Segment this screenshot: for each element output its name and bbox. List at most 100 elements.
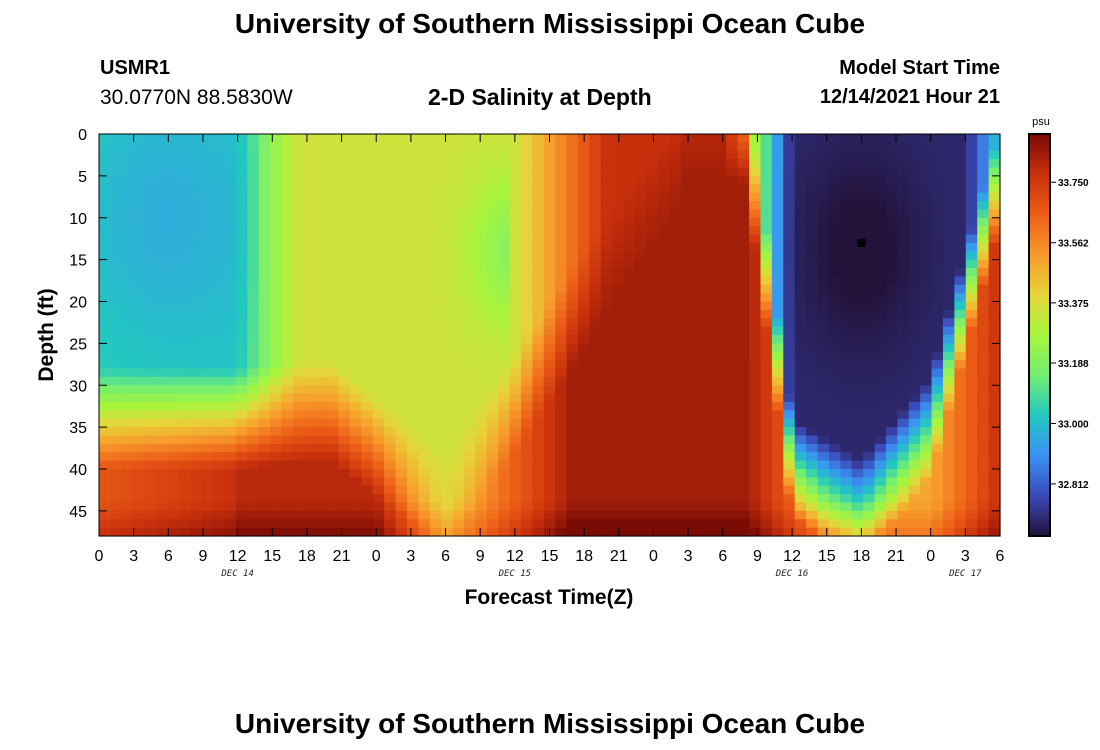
heatmap-cell xyxy=(133,368,146,378)
heatmap-cell xyxy=(224,335,237,344)
heatmap-cell xyxy=(885,234,898,244)
heatmap-cell xyxy=(498,242,511,252)
heatmap-cell xyxy=(110,259,123,269)
heatmap-cell xyxy=(578,510,591,520)
heatmap-cell xyxy=(99,368,112,378)
heatmap-cell xyxy=(954,485,967,495)
heatmap-cell xyxy=(623,134,636,143)
heatmap-cell xyxy=(988,142,1001,152)
heatmap-cell xyxy=(258,159,271,169)
heatmap-cell xyxy=(635,519,648,529)
heatmap-cell xyxy=(635,410,648,420)
heatmap-cell xyxy=(133,510,146,520)
heatmap-cell xyxy=(178,242,191,252)
heatmap-cell xyxy=(270,150,283,160)
heatmap-cell xyxy=(703,150,716,160)
heatmap-cell xyxy=(372,309,385,319)
heatmap-cell xyxy=(498,301,511,311)
heatmap-cell xyxy=(452,435,465,445)
heatmap-cell xyxy=(99,251,112,261)
heatmap-cell xyxy=(429,301,442,311)
heatmap-cell xyxy=(942,427,955,437)
heatmap-cell xyxy=(463,184,476,194)
heatmap-cell xyxy=(612,351,625,361)
heatmap-cell xyxy=(452,293,465,303)
heatmap-cell xyxy=(201,293,214,303)
heatmap-cell xyxy=(703,376,716,386)
heatmap-cell xyxy=(144,376,157,386)
heatmap-cell xyxy=(851,452,864,462)
heatmap-cell xyxy=(771,402,784,411)
heatmap-cell xyxy=(703,335,716,344)
heatmap-cell xyxy=(315,234,328,244)
heatmap-cell xyxy=(361,494,374,504)
heatmap-cell xyxy=(315,134,328,143)
heatmap-cell xyxy=(635,201,648,210)
heatmap-cell xyxy=(920,226,933,236)
heatmap-cell xyxy=(954,443,967,453)
heatmap-cell xyxy=(931,175,944,185)
heatmap-cell xyxy=(121,368,134,378)
heatmap-cell xyxy=(304,167,317,177)
heatmap-cell xyxy=(463,402,476,411)
heatmap-cell xyxy=(190,201,203,210)
heatmap-cell xyxy=(806,209,819,219)
heatmap-cell xyxy=(977,276,990,286)
heatmap-cell xyxy=(874,402,887,411)
heatmap-cell xyxy=(315,251,328,261)
heatmap-cell xyxy=(167,242,180,252)
heatmap-cell xyxy=(406,293,419,303)
heatmap-cell xyxy=(99,343,112,353)
heatmap-cell xyxy=(406,192,419,202)
heatmap-cell xyxy=(532,184,545,194)
heatmap-cell xyxy=(817,167,830,177)
heatmap-cell xyxy=(144,309,157,319)
heatmap-cell xyxy=(566,268,579,277)
heatmap-cell xyxy=(988,485,1001,495)
heatmap-cell xyxy=(749,418,762,428)
heatmap-cell xyxy=(201,251,214,261)
heatmap-cell xyxy=(247,519,260,529)
heatmap-cell xyxy=(532,469,545,478)
x-tick-label: 0 xyxy=(372,548,381,565)
heatmap-cell xyxy=(555,477,568,487)
heatmap-cell xyxy=(806,368,819,378)
heatmap-cell xyxy=(612,460,625,470)
heatmap-cell xyxy=(566,385,579,395)
heatmap-cell xyxy=(384,368,397,378)
heatmap-cell xyxy=(623,209,636,219)
heatmap-cell xyxy=(555,418,568,428)
heatmap-cell xyxy=(726,469,739,478)
heatmap-cell xyxy=(965,226,978,236)
heatmap-cell xyxy=(213,418,226,428)
heatmap-cell xyxy=(532,435,545,445)
heatmap-cell xyxy=(908,402,921,411)
heatmap-cell xyxy=(828,443,841,453)
heatmap-cell xyxy=(612,234,625,244)
heatmap-cell xyxy=(646,293,659,303)
heatmap-cell xyxy=(304,159,317,169)
x-tick-label: 21 xyxy=(610,548,628,565)
heatmap-cell xyxy=(988,435,1001,445)
y-tick-label: 45 xyxy=(69,504,87,521)
heatmap-cell xyxy=(623,477,636,487)
heatmap-cell xyxy=(327,368,340,378)
x-tick-label: 18 xyxy=(575,548,593,565)
heatmap-cell xyxy=(452,251,465,261)
heatmap-cell xyxy=(270,527,283,537)
heatmap-cell xyxy=(703,234,716,244)
heatmap-cell xyxy=(395,326,408,336)
heatmap-cell xyxy=(714,527,727,537)
heatmap-cell xyxy=(509,410,522,420)
heatmap-cell xyxy=(840,175,853,185)
heatmap-cell xyxy=(817,385,830,395)
heatmap-cell xyxy=(646,519,659,529)
heatmap-cell xyxy=(292,460,305,470)
heatmap-cell xyxy=(635,402,648,411)
heatmap-cell xyxy=(885,402,898,411)
heatmap-cell xyxy=(121,309,134,319)
heatmap-cell xyxy=(863,217,876,227)
heatmap-cell xyxy=(965,335,978,344)
heatmap-cell xyxy=(121,234,134,244)
heatmap-cell xyxy=(703,209,716,219)
